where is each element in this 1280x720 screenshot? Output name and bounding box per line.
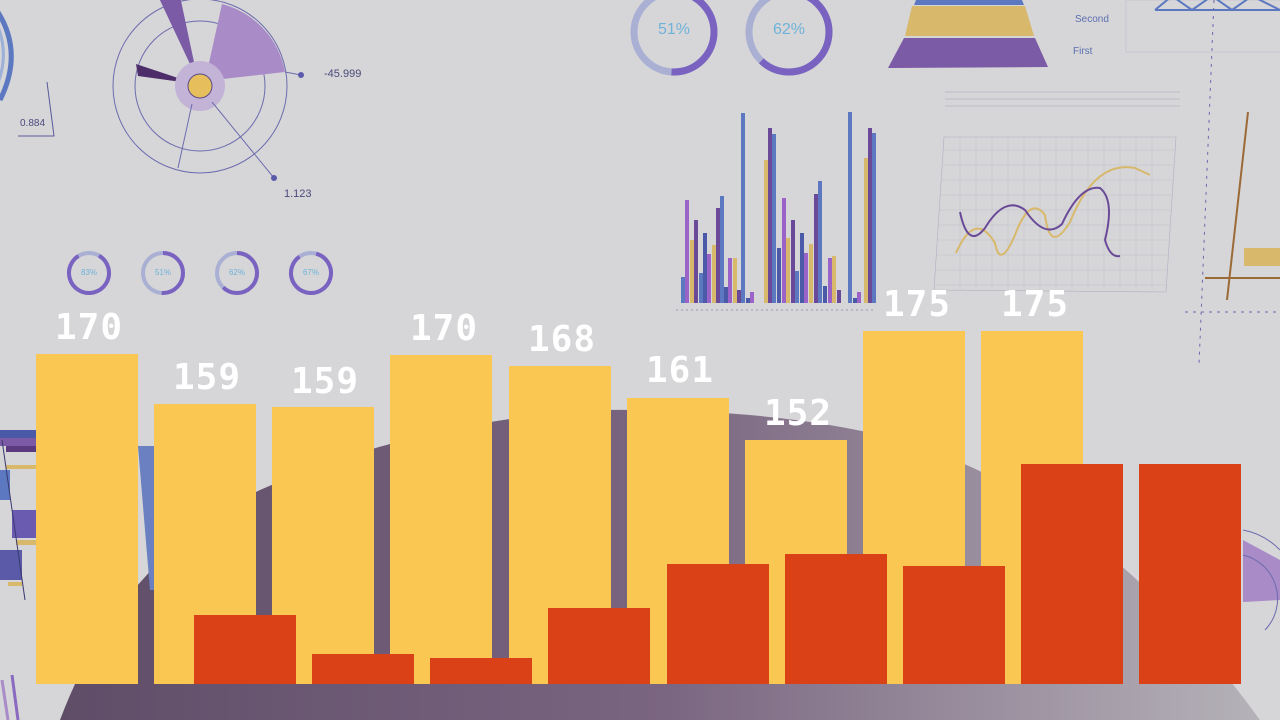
line-grid-chart <box>933 136 1177 293</box>
bar-data-label: 159 <box>290 361 360 402</box>
polar-value-label: -45.999 <box>324 68 362 80</box>
blue-cone <box>138 446 154 590</box>
brown-axis-chart <box>1185 0 1280 366</box>
bar-data-label: 175 <box>1000 284 1070 325</box>
polar-value-label: 1.123 <box>284 188 312 200</box>
small-donut-label: 51% <box>154 268 171 277</box>
bar-red <box>312 654 414 684</box>
bar-yellow <box>36 354 138 684</box>
bar-data-label: 175 <box>882 284 952 325</box>
faint-lines <box>945 91 1180 107</box>
bar-red <box>548 608 650 684</box>
bar-data-label: 170 <box>409 308 479 349</box>
bar-data-label: 168 <box>527 319 597 360</box>
small-donut-label: 67% <box>302 268 319 277</box>
bar-yellow <box>390 355 492 684</box>
bar-red <box>194 615 296 684</box>
small-donut-label: 83% <box>80 268 97 277</box>
small-donut-label: 62% <box>228 268 245 277</box>
small-donut-row <box>67 251 333 295</box>
left-horizontal-bars <box>0 430 36 601</box>
right-polar-partial <box>1242 529 1280 631</box>
pyramid-chart <box>888 0 1048 68</box>
pyramid-legend-item: Second <box>1075 14 1109 25</box>
grid-panel-top-right <box>1125 0 1280 53</box>
bar-data-label: 170 <box>54 307 124 348</box>
bar-red <box>667 564 769 684</box>
bar-red <box>430 658 532 684</box>
angle-marker <box>18 81 55 137</box>
grouped-bar-chart <box>676 112 876 311</box>
large-donuts <box>630 0 833 76</box>
bar-data-label: 161 <box>645 350 715 391</box>
donut-percent-label: 62% <box>772 21 806 38</box>
donut-percent-label: 51% <box>657 21 691 38</box>
bar-data-label: 159 <box>172 357 242 398</box>
bar-red <box>1139 464 1241 684</box>
purple-strokes <box>0 674 20 720</box>
bar-red <box>903 566 1005 684</box>
bar-data-label: 152 <box>763 393 833 434</box>
angle-value-label: 0.884 <box>20 118 46 129</box>
bar-red <box>1021 464 1123 684</box>
bar-red <box>785 554 887 684</box>
pyramid-legend-item: First <box>1073 46 1093 57</box>
partial-ring-icon <box>0 10 14 102</box>
polar-chart <box>112 0 304 181</box>
